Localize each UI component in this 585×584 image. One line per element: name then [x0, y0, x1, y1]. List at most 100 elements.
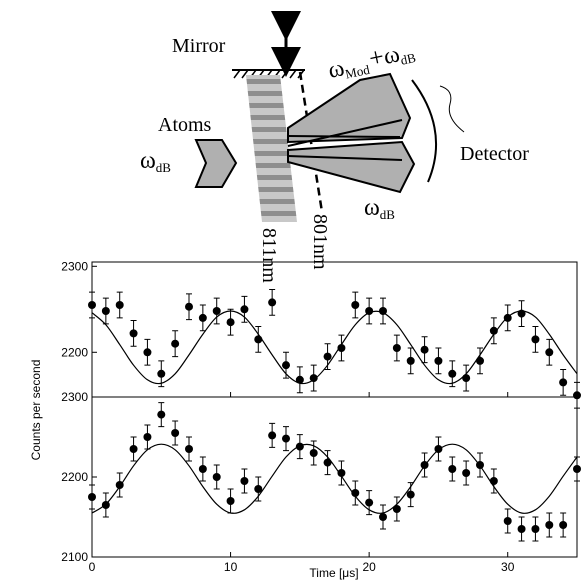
data-point [337, 343, 346, 352]
data-point [185, 445, 193, 453]
subscript: Mod [344, 62, 372, 82]
data-point [185, 302, 193, 311]
data-point [157, 369, 166, 378]
subscript: dB [380, 207, 396, 222]
data-point [392, 505, 401, 513]
data-point [448, 465, 457, 473]
y-axis-label: Counts per second [29, 360, 43, 461]
detector-lead [439, 85, 465, 133]
symbol: ω [140, 148, 156, 174]
data-point [448, 369, 457, 378]
data-point [392, 343, 401, 352]
data-point [559, 521, 568, 529]
data-point [88, 493, 96, 501]
detector-label: Detector [460, 143, 529, 165]
data-point [337, 469, 346, 477]
data-point [295, 442, 304, 451]
data-point [406, 356, 415, 365]
data-point [434, 356, 443, 365]
data-point [101, 307, 110, 316]
data-point [573, 465, 581, 473]
data-point [545, 348, 554, 357]
wavelength-label: 801nm [309, 214, 331, 270]
data-point [171, 339, 180, 348]
atom-beam [194, 139, 238, 188]
data-point [198, 313, 207, 322]
data-point [489, 326, 498, 335]
data-point [365, 498, 374, 507]
data-point [115, 300, 124, 309]
data-point [351, 300, 360, 309]
data-point [295, 375, 304, 384]
data-point [143, 433, 152, 441]
data-point [212, 307, 221, 316]
atoms-label: Atoms [158, 114, 212, 136]
data-point [351, 489, 360, 497]
direct-beam [287, 140, 416, 194]
plot-frame [91, 261, 578, 398]
subscript: dB [399, 50, 417, 68]
data-point [531, 525, 540, 533]
plus: + [366, 42, 386, 73]
standing-wave [246, 75, 297, 222]
data-point [517, 525, 526, 533]
symbol: ω [326, 55, 347, 84]
y-tick-label: 2200 [61, 470, 88, 484]
data-point [406, 490, 415, 499]
data-point [226, 497, 235, 505]
data-point [157, 410, 166, 419]
x-axis-label: Time [μs] [309, 566, 358, 580]
data-point [254, 485, 263, 493]
fit-curve [91, 443, 578, 514]
output-frequency: ωdB [364, 195, 395, 222]
data-point [420, 461, 429, 469]
data-point [115, 481, 124, 489]
y-tick-label: 2300 [61, 390, 88, 404]
mirror-label: Mirror [172, 35, 226, 57]
data-point [254, 335, 263, 344]
subscript: dB [156, 160, 172, 175]
data-point [323, 352, 332, 361]
data-point [517, 309, 526, 318]
data-point [379, 307, 387, 316]
data-point [489, 477, 498, 485]
data-point [379, 513, 387, 521]
data-point [309, 449, 318, 457]
data-point [240, 305, 249, 314]
data-point [240, 477, 249, 485]
wavelength-label: 811nm [258, 228, 280, 283]
x-tick-label: 10 [224, 560, 238, 574]
data-point [101, 501, 110, 509]
data-point [323, 458, 332, 467]
data-point [420, 345, 429, 354]
data-point [309, 374, 318, 383]
beam-lines [287, 119, 403, 161]
detector-arc [411, 79, 438, 183]
data-point [129, 329, 138, 338]
data-point [282, 434, 290, 443]
data-point [365, 307, 374, 316]
data-point [476, 356, 484, 365]
diagram: Mirror Atoms Detector ωdB ωdB ωMod+ωdB 8… [140, 10, 529, 283]
data-point [462, 374, 471, 383]
data-point [268, 431, 277, 440]
data-point [559, 378, 568, 387]
data-point [282, 361, 290, 370]
data-point [476, 461, 484, 469]
data-point [545, 521, 554, 529]
data-point [434, 445, 443, 453]
y-tick-label: 2300 [61, 259, 88, 273]
data-point [462, 469, 471, 477]
x-tick-label: 20 [362, 560, 376, 574]
data-point [129, 445, 138, 453]
data-point [143, 348, 152, 357]
data-point [531, 335, 540, 344]
data-point [88, 300, 96, 309]
data-point [212, 473, 221, 481]
data-point [171, 429, 180, 437]
x-tick-label: 30 [501, 560, 515, 574]
y-tick-label: 2100 [61, 550, 88, 564]
input-frequency: ωdB [140, 148, 171, 175]
x-tick-label: 0 [89, 560, 96, 574]
